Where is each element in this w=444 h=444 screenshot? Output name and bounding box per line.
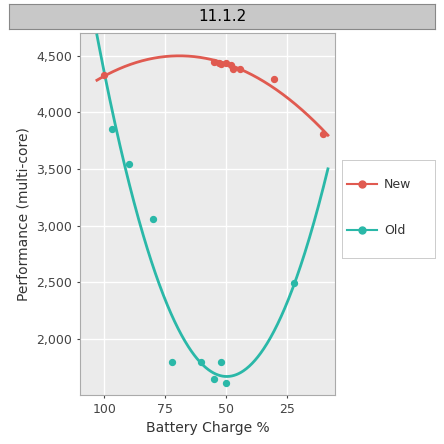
Point	[320, 131, 327, 138]
Point	[210, 376, 217, 383]
Y-axis label: Performance (multi-core): Performance (multi-core)	[17, 127, 31, 301]
Point	[222, 379, 230, 386]
Point	[222, 59, 230, 66]
Point	[210, 58, 217, 65]
Point	[169, 359, 176, 366]
Point	[218, 60, 225, 67]
Point	[237, 66, 244, 73]
Point	[125, 161, 132, 168]
Point	[271, 75, 278, 82]
Point	[230, 66, 237, 73]
Point	[101, 71, 108, 79]
Point	[108, 126, 115, 133]
Text: 11.1.2: 11.1.2	[198, 9, 246, 24]
Point	[198, 359, 205, 366]
Point	[290, 280, 297, 287]
Point	[215, 59, 222, 66]
Text: Old: Old	[384, 224, 405, 237]
Text: New: New	[384, 178, 411, 191]
Point	[227, 61, 234, 68]
X-axis label: Battery Charge %: Battery Charge %	[146, 421, 270, 436]
Point	[218, 359, 225, 366]
Point	[149, 215, 156, 222]
